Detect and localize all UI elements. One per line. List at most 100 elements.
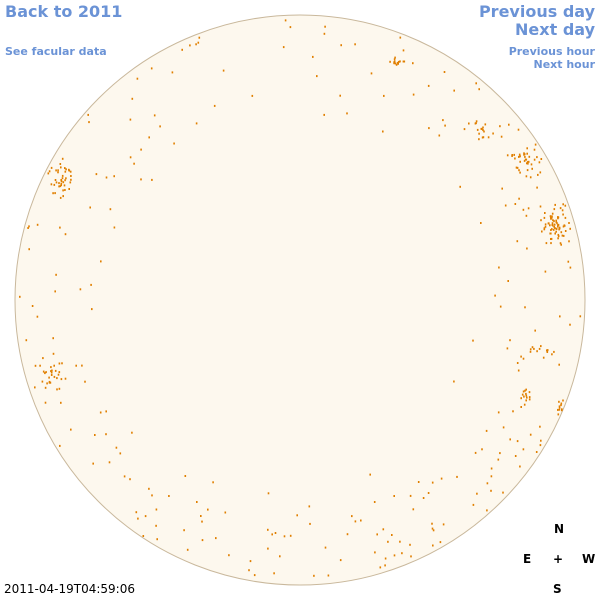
facula-point [327,574,330,577]
facula-point [551,215,553,218]
facula-point [222,69,225,72]
facula-point [564,204,567,207]
facula-point [509,339,511,342]
facula-point [557,235,560,238]
facula-point [518,153,521,156]
facula-point [551,222,554,225]
facula-point [88,121,90,124]
facula-point [108,461,111,464]
facula-point [427,84,430,87]
facula-point [525,392,527,395]
facula-point [459,185,461,188]
facula-point [409,494,412,497]
facula-point [533,158,536,161]
facula-point [55,273,57,276]
facula-point [432,529,435,532]
back-to-year-link[interactable]: Back to 2011 [5,2,123,21]
facula-point [59,196,62,199]
facula-point [50,370,52,373]
facula-point [515,166,518,169]
facula-point [520,355,522,358]
facula-point [539,425,541,428]
facula-point [253,574,256,577]
facula-point [525,399,527,402]
facula-point [529,433,532,436]
next-day-link[interactable]: Next day [515,20,595,39]
facula-point [497,411,500,414]
facula-point [522,390,525,393]
facula-point [482,129,484,132]
facula-point [44,372,46,375]
facula-point [200,515,202,517]
facula-point [68,168,70,171]
facula-point [478,88,480,91]
facula-point [561,234,564,237]
facula-point [181,48,183,51]
facula-point [483,130,485,133]
facula-point [399,540,401,543]
facula-point [412,93,415,96]
facula-point [58,185,60,188]
facula-point [228,554,230,557]
facula-point [140,178,142,181]
facula-point [393,58,396,61]
facula-point [516,166,519,169]
facula-point [550,232,552,235]
facula-point [522,357,525,360]
facula-point [527,207,530,210]
facular-data-link[interactable]: See facular data [5,45,107,58]
facula-point [442,523,445,526]
facula-point [90,283,92,286]
facula-point [569,227,571,230]
facula-point [526,396,528,399]
facula-point [403,60,406,63]
facula-point [453,380,455,383]
facula-point [546,351,549,353]
facula-point [540,345,542,348]
facula-point [526,161,529,164]
previous-day-link[interactable]: Previous day [478,2,595,21]
facula-point [427,492,430,494]
facula-point [251,94,254,97]
previous-hour-link[interactable]: Previous hour [508,45,595,58]
facula-point [173,142,175,145]
facula-point [561,209,564,212]
facula-point [552,224,554,227]
facula-point [549,224,551,227]
facula-point [53,183,56,186]
facula-point [544,212,546,214]
facula-point [558,405,561,408]
facula-point [537,173,539,176]
facula-point [48,170,51,173]
facula-point [481,136,484,139]
facula-point [394,62,397,65]
facula-point [480,222,482,224]
facula-point [41,380,44,383]
next-hour-link[interactable]: Next hour [533,58,596,71]
facula-point [481,448,483,451]
facula-point [525,158,528,161]
facula-point [562,225,565,228]
facula-point [431,481,434,484]
facula-point [482,136,485,139]
facula-point [354,43,356,46]
facula-point [151,178,153,181]
facula-point [129,156,132,159]
facula-point [69,170,72,173]
facula-point [289,26,292,29]
facula-point [518,169,520,172]
facula-point [391,534,393,536]
facula-point [75,364,77,367]
facula-point [184,475,187,477]
facula-point [308,505,311,508]
facula-point [540,158,543,160]
facula-point [395,63,398,66]
facula-point [69,181,72,184]
facula-point [95,173,98,176]
facula-point [151,494,153,497]
facula-point [516,440,519,443]
facula-point [36,315,39,318]
facula-point [60,401,62,404]
facula-point [468,122,470,125]
facula-point [54,192,56,195]
